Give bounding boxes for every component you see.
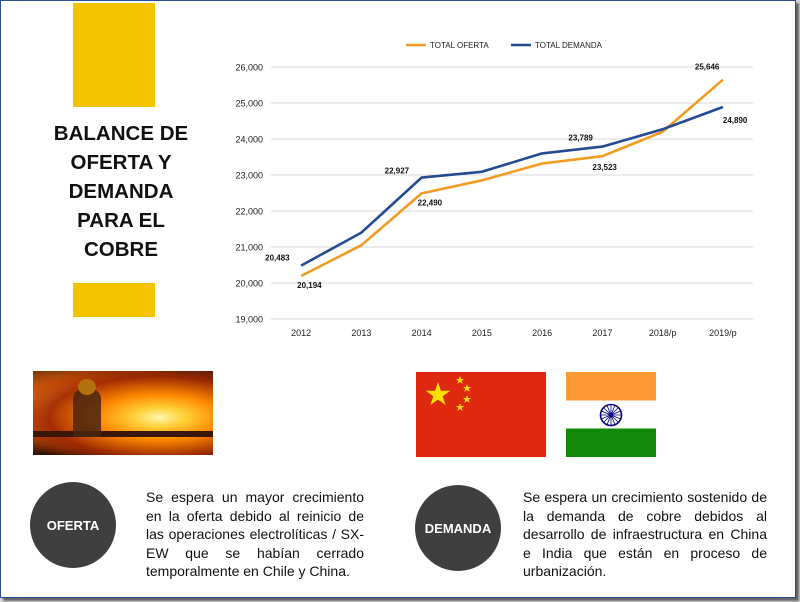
demanda-badge: DEMANDA xyxy=(415,485,501,571)
data-label: 22,927 xyxy=(385,167,410,176)
demanda-description: Se espera un crecimiento sostenido de la… xyxy=(523,489,767,579)
x-axis: 2012 2013 2014 2015 2016 2017 2018/p 2019/p xyxy=(291,328,737,338)
data-label: 25,646 xyxy=(695,63,720,72)
oferta-line xyxy=(300,78,724,278)
legend-label: TOTAL OFERTA xyxy=(430,41,489,50)
x-tick-label: 2014 xyxy=(412,328,432,338)
y-tick-label: 23,000 xyxy=(235,171,263,181)
x-tick-label: 2019/p xyxy=(709,328,737,338)
y-tick-label: 20,000 xyxy=(235,279,263,289)
y-tick-label: 22,000 xyxy=(235,207,263,217)
x-tick-label: 2017 xyxy=(592,328,612,338)
legend-label: TOTAL DEMANDA xyxy=(535,41,603,50)
x-tick-label: 2016 xyxy=(532,328,552,338)
y-tick-label: 19,000 xyxy=(235,315,263,325)
page-title: BALANCE DE OFERTA Y DEMANDA PARA EL COBR… xyxy=(53,122,189,261)
y-tick-label: 26,000 xyxy=(235,63,263,73)
y-tick-label: 21,000 xyxy=(235,243,263,253)
data-labels: 20,483 20,194 22,927 22,490 23,789 23,523 25,6… xyxy=(265,63,748,290)
y-axis: 19,000 20,000 21,000 22,000 23,000 24,000 25,0… xyxy=(235,63,263,325)
data-label: 23,789 xyxy=(568,134,593,143)
yellow-accent-top xyxy=(73,3,155,107)
yellow-accent-bottom xyxy=(73,283,155,317)
line-chart: TOTAL OFERTA TOTAL DEMANDA 19,000 20,000 21… xyxy=(235,41,753,338)
india-flag xyxy=(566,372,656,457)
oferta-badge: OFERTA xyxy=(30,482,116,568)
china-flag xyxy=(416,372,546,457)
oferta-description: Se espera un mayor crecimiento en la ofe… xyxy=(146,489,364,579)
data-label: 22,490 xyxy=(418,198,443,207)
chart-grid xyxy=(271,66,753,320)
x-tick-label: 2018/p xyxy=(649,328,677,338)
data-label: 20,483 xyxy=(265,254,290,263)
x-tick-label: 2015 xyxy=(472,328,492,338)
series-lines xyxy=(300,78,724,278)
x-tick-label: 2012 xyxy=(291,328,311,338)
y-tick-label: 25,000 xyxy=(235,99,263,109)
y-tick-label: 24,000 xyxy=(235,135,263,145)
x-tick-label: 2013 xyxy=(351,328,371,338)
data-label: 23,523 xyxy=(592,163,617,172)
data-label: 20,194 xyxy=(297,281,322,290)
demanda-line xyxy=(300,105,724,267)
copper-furnace-image xyxy=(33,371,213,455)
data-label: 24,890 xyxy=(723,116,748,125)
chart-legend: TOTAL OFERTA TOTAL DEMANDA xyxy=(406,41,603,50)
